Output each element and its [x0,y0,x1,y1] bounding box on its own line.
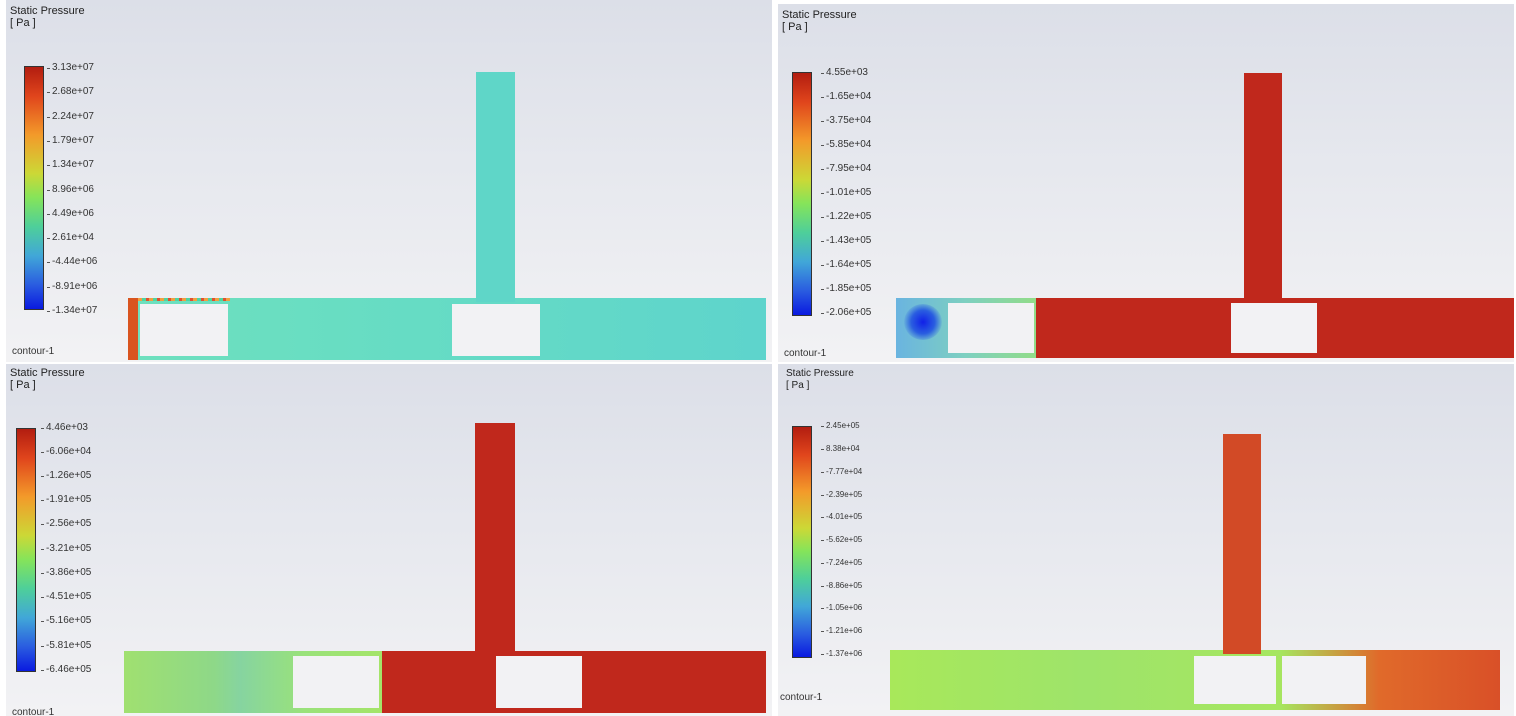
contour-label: contour-1 [780,692,823,703]
scale-tick-label: -1.37e+06 [820,649,863,658]
solid-block-junction [1282,656,1366,704]
scale-tick-label: -1.91e+05 [40,494,92,505]
legend-unit: [ Pa ] [782,21,808,33]
vertical-pipe-contour [476,72,515,302]
legend-title: Static Pressure [10,5,85,17]
scale-tick-label: -7.77e+04 [820,467,863,476]
legend-title: Static Pressure [10,367,85,379]
contour-label: contour-1 [12,707,55,716]
solid-block-left [293,656,379,708]
solid-block-junction [452,304,540,356]
vertical-pipe-contour [1244,73,1282,301]
scale-tick-label: -3.21e+05 [40,543,92,554]
solid-block-junction [496,656,582,708]
color-scale-bar [16,428,36,672]
legend-title: Static Pressure [782,9,857,21]
scale-tick-label: -5.81e+05 [40,640,92,651]
scale-tick-label: -1.21e+06 [820,626,863,635]
scale-tick-label: 2.61e+04 [47,232,94,243]
scale-tick-label: -8.91e+06 [46,281,98,292]
solid-block-junction [1231,303,1317,353]
color-scale-bar [792,72,812,316]
scale-tick-label: -6.06e+04 [40,446,92,457]
scale-tick-label: -1.05e+06 [820,603,863,612]
scale-tick-label: -4.44e+06 [46,256,98,267]
scale-tick-label: 4.49e+06 [47,208,94,219]
scale-tick-label: 3.13e+07 [47,62,94,73]
scale-tick-label: 1.79e+07 [47,135,94,146]
scale-tick-label: -8.86e+05 [820,581,863,590]
scale-tick-label: -1.64e+05 [820,259,872,270]
scale-tick-label: 8.38e+04 [821,444,860,453]
scale-tick-label: 2.68e+07 [47,86,94,97]
scale-tick-label: -2.39e+05 [820,490,863,499]
scale-tick-label: -1.85e+05 [820,283,872,294]
solid-block-left [948,303,1034,353]
scale-tick-label: -3.75e+04 [820,115,872,126]
scale-tick-label: -1.01e+05 [820,187,872,198]
contour-panel-top-right: Static Pressure [ Pa ] 4.55e+03 -1.65e+0… [778,4,1514,362]
scale-tick-label: -1.22e+05 [820,211,872,222]
solid-block-left [1194,656,1276,704]
contour-label: contour-1 [12,346,55,357]
scale-tick-label: -1.26e+05 [40,470,92,481]
contour-label: contour-1 [784,348,827,359]
scale-tick-label: 1.34e+07 [47,159,94,170]
vertical-pipe-contour [1223,434,1261,654]
scale-tick-label: -5.62e+05 [820,535,863,544]
scale-tick-label: -7.95e+04 [820,163,872,174]
scale-tick-label: -5.85e+04 [820,139,872,150]
scale-tick-label: -6.46e+05 [40,664,92,675]
scale-tick-label: -7.24e+05 [820,558,863,567]
legend-unit: [ Pa ] [10,379,36,391]
scale-tick-label: -4.01e+05 [820,512,863,521]
solid-block-left [140,304,228,356]
scale-tick-label: 2.24e+07 [47,111,94,122]
color-scale-bar [792,426,812,658]
legend-unit: [ Pa ] [10,17,36,29]
inlet-pressure-strip [128,298,138,360]
scale-tick-label: -5.16e+05 [40,615,92,626]
contour-panel-bottom-right: Static Pressure [ Pa ] 2.45e+05 8.38e+04… [778,364,1514,716]
contour-panel-bottom-left: Static Pressure [ Pa ] 4.46e+03 -6.06e+0… [6,364,772,716]
legend-unit: [ Pa ] [786,380,810,391]
scale-tick-label: -1.43e+05 [820,235,872,246]
scale-tick-label: -3.86e+05 [40,567,92,578]
legend-title: Static Pressure [786,368,854,379]
scale-tick-label: 2.45e+05 [821,421,860,430]
vertical-pipe-contour [475,423,515,655]
color-scale-bar [24,66,44,310]
scale-tick-label: -1.65e+04 [820,91,872,102]
contour-panel-top-left: Static Pressure [ Pa ] 3.13e+07 2.68e+07… [6,0,772,362]
inlet-edge-noise [138,298,230,301]
vortex-core [904,304,942,340]
scale-tick-label: 4.46e+03 [41,422,88,433]
scale-tick-label: -4.51e+05 [40,591,92,602]
scale-tick-label: 8.96e+06 [47,184,94,195]
scale-tick-label: -1.34e+07 [46,305,98,316]
scale-tick-label: -2.56e+05 [40,518,92,529]
scale-tick-label: 4.55e+03 [821,67,868,78]
scale-tick-label: -2.06e+05 [820,307,872,318]
horizontal-pipe-contour [128,298,766,360]
